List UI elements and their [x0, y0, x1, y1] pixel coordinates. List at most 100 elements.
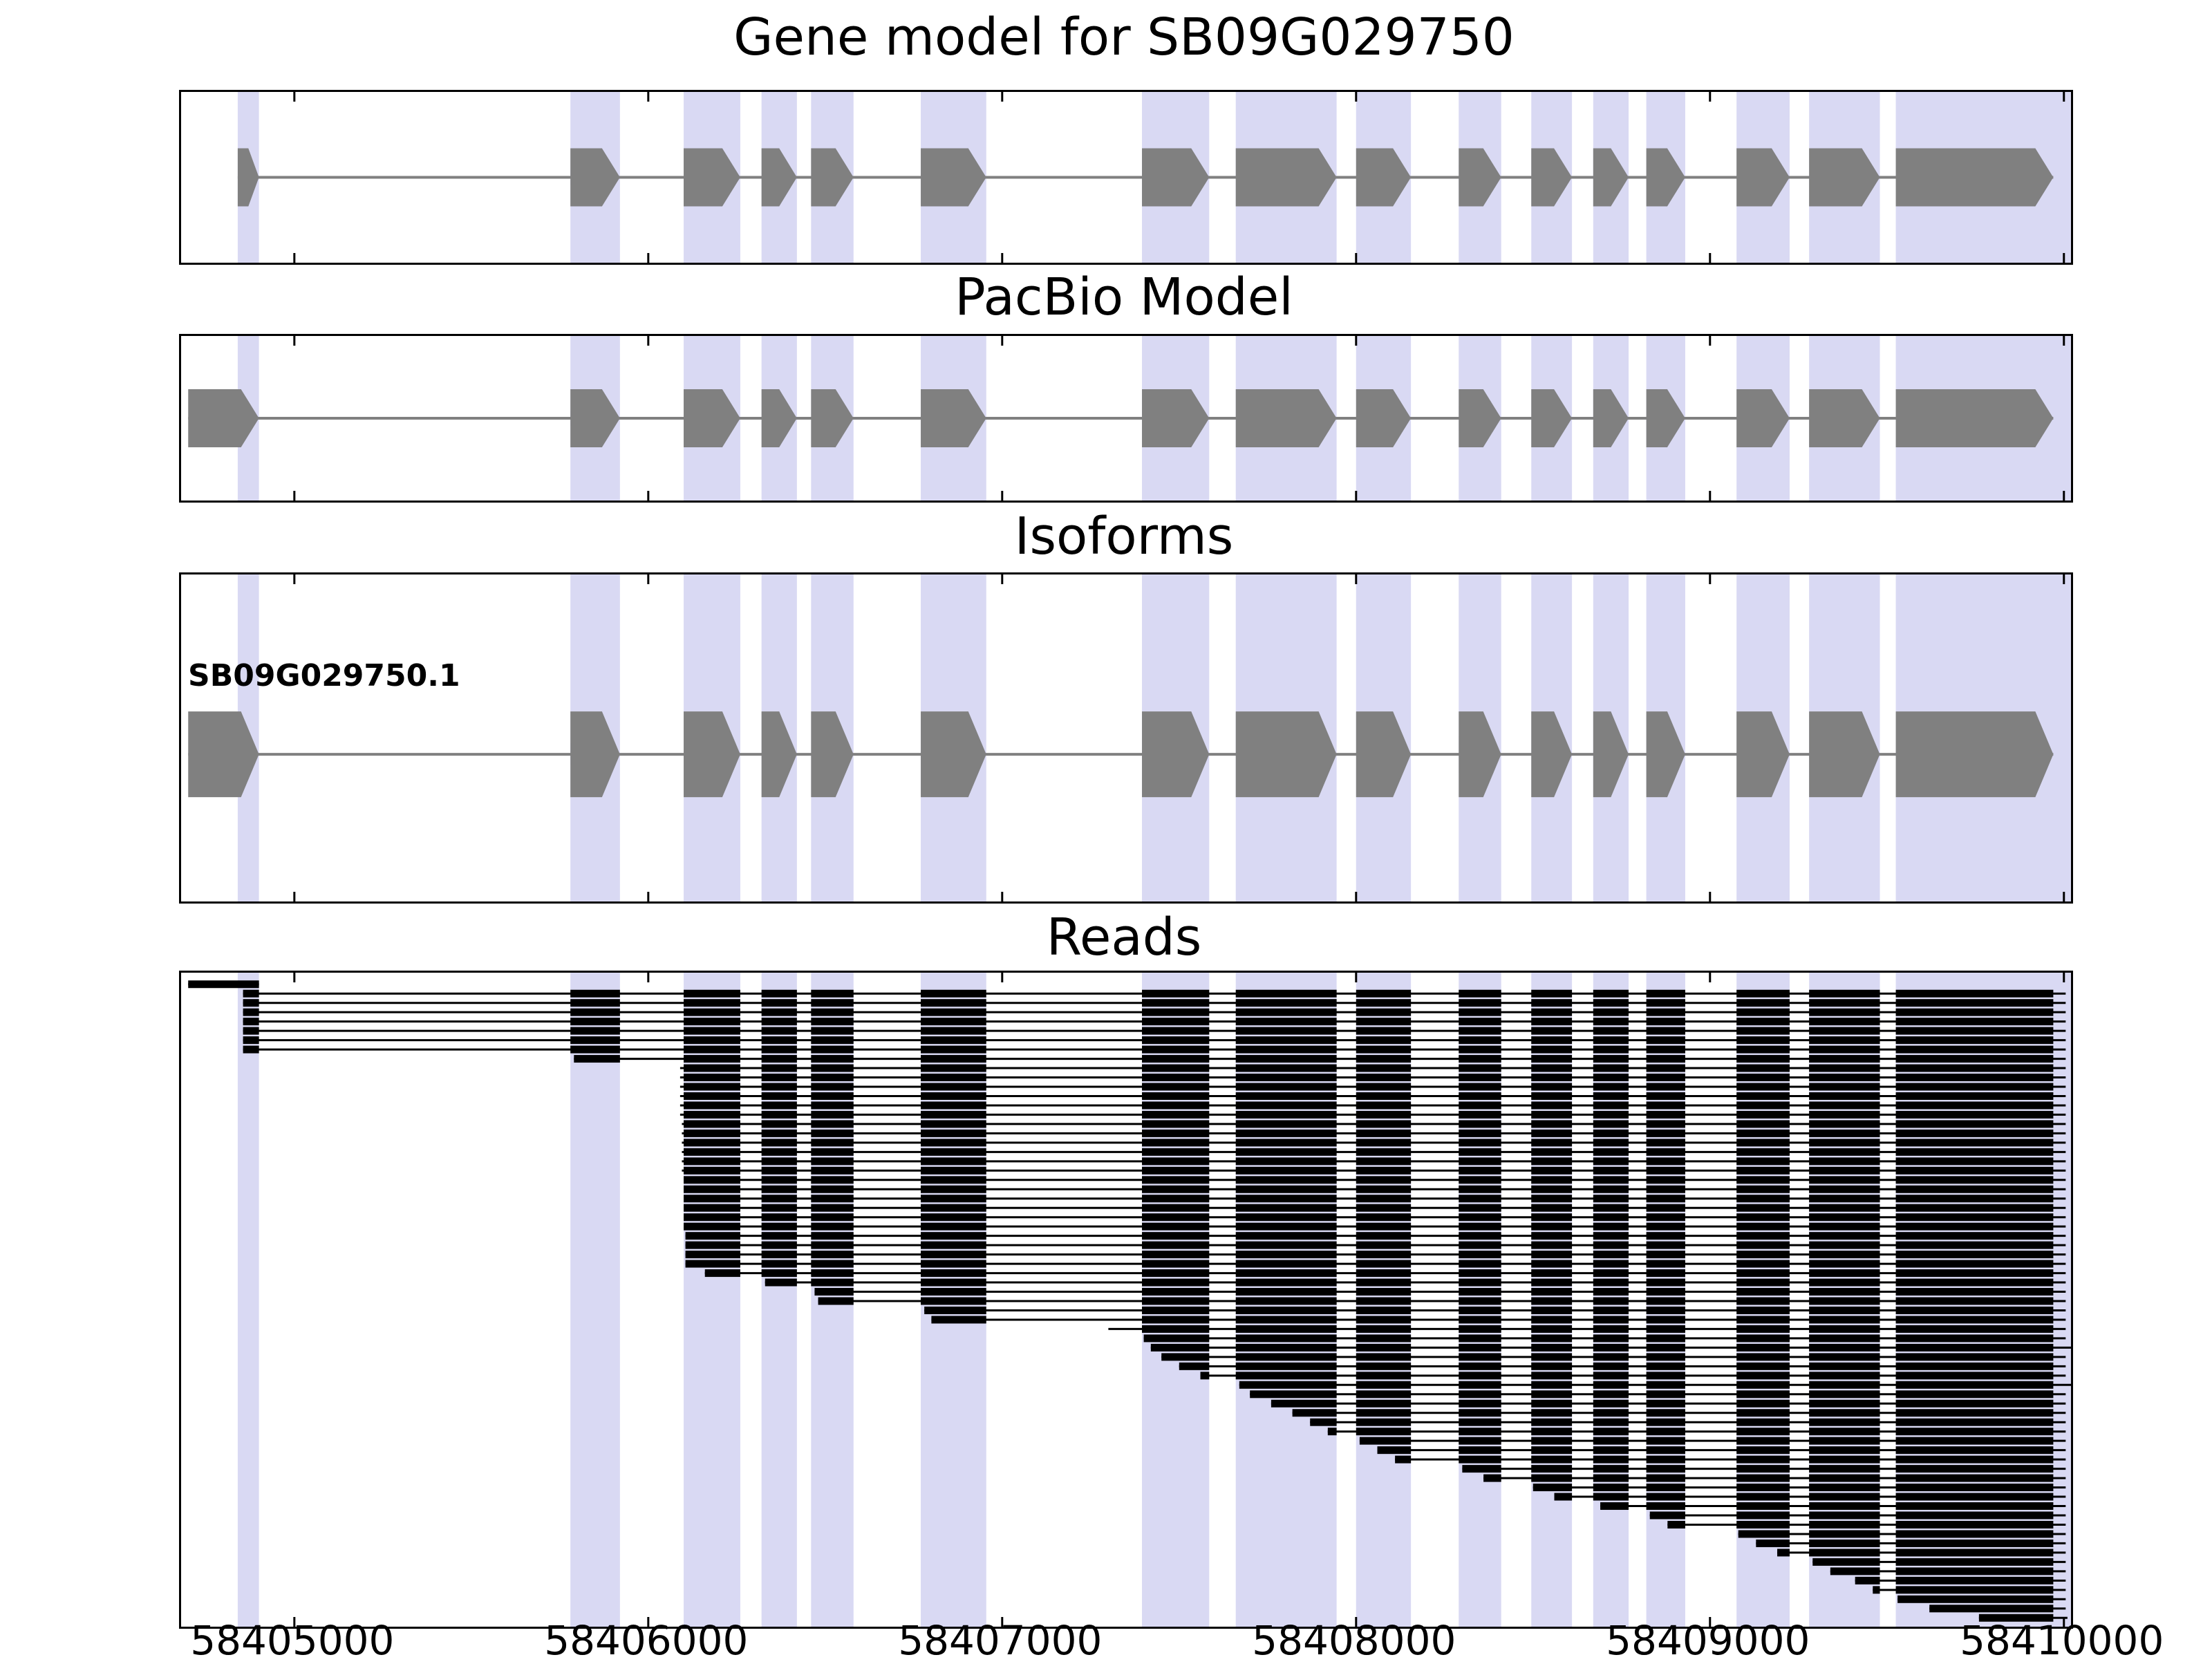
- read-exon-block: [761, 1018, 797, 1026]
- read-exon-block: [1646, 1139, 1685, 1147]
- read-exon-block: [1593, 999, 1629, 1007]
- read-exon-block: [1356, 1148, 1412, 1156]
- read-exon-block: [1356, 1083, 1412, 1091]
- read-exon-block: [1646, 1018, 1685, 1026]
- read-exon-block: [1459, 1418, 1501, 1426]
- read-exon-block: [684, 1008, 740, 1016]
- read-exon-block: [1459, 1222, 1501, 1231]
- read-exon-block: [811, 1045, 854, 1054]
- read-exon-block: [1646, 1045, 1685, 1054]
- exon-block: [811, 148, 854, 207]
- read-exon-block: [1646, 1390, 1685, 1399]
- read-exon-block: [1736, 1213, 1790, 1222]
- read-exon-block: [811, 1269, 854, 1278]
- read-exon-block: [1356, 1139, 1412, 1147]
- read-exon-block: [1593, 1008, 1629, 1016]
- exon-block: [761, 389, 797, 447]
- read-exon-block: [1531, 1129, 1573, 1137]
- read-exon-block: [685, 1232, 740, 1240]
- read-exon-block: [1600, 1502, 1629, 1511]
- read-exon-block: [1646, 1269, 1685, 1278]
- read-exon-block: [1356, 1232, 1412, 1240]
- read-exon-block: [1895, 1222, 2054, 1231]
- read-exon-block: [684, 1176, 740, 1184]
- read-exon-block: [761, 1092, 797, 1100]
- read-exon-block: [1736, 1269, 1790, 1278]
- read-exon-block: [1531, 1260, 1573, 1268]
- read-exon-block: [684, 1148, 740, 1156]
- read-exon-block: [684, 1064, 740, 1072]
- read-exon-block: [1459, 1045, 1501, 1054]
- read-exon-block: [931, 1316, 986, 1324]
- read-exon-block: [811, 1064, 854, 1072]
- exon-block: [1356, 389, 1412, 447]
- read-exon-block: [1895, 1008, 2054, 1016]
- read-exon-block: [1459, 1213, 1501, 1222]
- exon-block: [1736, 389, 1790, 447]
- read-exon-block: [1531, 1428, 1573, 1436]
- read-exon-block: [684, 1185, 740, 1193]
- read-exon-block: [1646, 1372, 1685, 1380]
- read-exon-block: [1356, 1399, 1412, 1408]
- read-exon-block: [1142, 1176, 1210, 1184]
- read-exon-block: [1235, 1036, 1337, 1045]
- read-exon-block: [1646, 1064, 1685, 1072]
- read-exon-block: [1593, 1297, 1629, 1305]
- read-exon-block: [1235, 1288, 1337, 1296]
- read-exon-block: [1646, 1465, 1685, 1473]
- read-exon-block: [684, 989, 740, 998]
- read-exon-block: [761, 1120, 797, 1128]
- read-exon-block: [1809, 1148, 1880, 1156]
- read-exon-block: [1593, 1269, 1629, 1278]
- read-exon-block: [1327, 1428, 1337, 1436]
- exon-block: [811, 711, 854, 798]
- read-exon-block: [1142, 1213, 1210, 1222]
- read-exon-block: [1646, 1334, 1685, 1343]
- read-exon-block: [243, 1018, 259, 1026]
- reads-panel: [179, 971, 2073, 1629]
- read-exon-block: [1142, 1092, 1210, 1100]
- read-exon-block: [814, 1288, 854, 1296]
- read-exon-block: [1459, 1139, 1501, 1147]
- read-exon-block: [1736, 1157, 1790, 1166]
- read-exon-block: [1736, 1520, 1790, 1529]
- read-exon-block: [921, 1018, 986, 1026]
- read-exon-block: [761, 1260, 797, 1268]
- read-exon-block: [1235, 1008, 1337, 1016]
- read-exon-block: [761, 1166, 797, 1175]
- read-exon-block: [921, 1092, 986, 1100]
- read-exon-block: [684, 1092, 740, 1100]
- read-exon-block: [243, 1027, 259, 1035]
- read-exon-block: [1593, 1148, 1629, 1156]
- read-exon-block: [1531, 1334, 1573, 1343]
- read-exon-block: [1809, 1157, 1880, 1166]
- read-exon-block: [684, 1101, 740, 1110]
- exon-block: [1531, 389, 1573, 447]
- read-exon-block: [1978, 1614, 2054, 1622]
- read-exon-block: [1142, 1064, 1210, 1072]
- read-exon-block: [1593, 1316, 1629, 1324]
- read-exon-block: [1646, 1148, 1685, 1156]
- read-exon-block: [684, 1204, 740, 1212]
- read-exon-block: [921, 1288, 986, 1296]
- read-exon-block: [1356, 1045, 1412, 1054]
- read-exon-block: [1895, 1558, 2054, 1566]
- exon-block: [1646, 711, 1685, 798]
- read-exon-block: [1809, 1399, 1880, 1408]
- read-exon-block: [761, 1083, 797, 1091]
- read-exon-block: [243, 1036, 259, 1045]
- read-exon-block: [1310, 1418, 1337, 1426]
- read-exon-block: [1531, 1465, 1573, 1473]
- read-exon-block: [811, 1176, 854, 1184]
- read-exon-block: [1736, 1418, 1790, 1426]
- read-exon-block: [1736, 1325, 1790, 1333]
- read-exon-block: [1531, 1241, 1573, 1249]
- read-exon-block: [1459, 1428, 1501, 1436]
- read-exon-block: [811, 1278, 854, 1287]
- read-exon-block: [1593, 1353, 1629, 1361]
- read-exon-block: [1359, 1437, 1412, 1445]
- exon-block: [1895, 711, 2054, 798]
- read-exon-block: [1809, 1176, 1880, 1184]
- read-exon-block: [1593, 1018, 1629, 1026]
